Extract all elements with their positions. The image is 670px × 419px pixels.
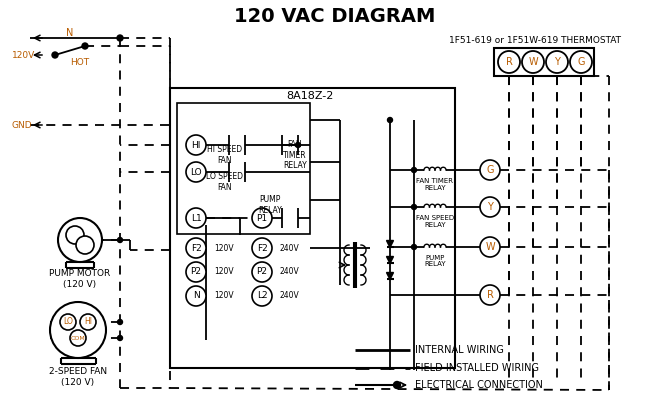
Bar [170, 88, 455, 368]
Text: LO: LO [190, 168, 202, 176]
Circle shape [570, 51, 592, 73]
Circle shape [52, 52, 58, 58]
Text: L1: L1 [191, 214, 202, 222]
Text: Y: Y [554, 57, 560, 67]
Text: 240V: 240V [280, 243, 299, 253]
Text: (120 V): (120 V) [64, 279, 96, 289]
Text: L2: L2 [257, 292, 267, 300]
Text: HOT: HOT [70, 57, 90, 67]
Circle shape [70, 330, 86, 346]
Circle shape [117, 320, 123, 324]
Circle shape [76, 236, 94, 254]
Text: 8A18Z-2: 8A18Z-2 [286, 91, 334, 101]
Circle shape [522, 51, 544, 73]
Text: FAN TIMER
RELAY: FAN TIMER RELAY [417, 178, 454, 191]
Text: INTERNAL WIRING: INTERNAL WIRING [415, 345, 504, 355]
Circle shape [480, 197, 500, 217]
Circle shape [60, 314, 76, 330]
Circle shape [186, 262, 206, 282]
Text: 120V: 120V [214, 243, 234, 253]
Polygon shape [387, 272, 393, 279]
Text: F2: F2 [257, 243, 267, 253]
Text: P2: P2 [190, 267, 202, 277]
Text: LO SPEED
FAN: LO SPEED FAN [206, 172, 243, 192]
Text: N: N [193, 292, 200, 300]
Text: W: W [485, 242, 495, 252]
Text: P1: P1 [257, 214, 267, 222]
Text: W: W [528, 57, 538, 67]
Circle shape [50, 302, 106, 358]
Text: P2: P2 [257, 267, 267, 277]
Text: FAN
TIMER
RELAY: FAN TIMER RELAY [283, 140, 307, 170]
Text: GND: GND [12, 121, 33, 129]
Text: HI SPEED
FAN: HI SPEED FAN [208, 145, 243, 165]
Text: 120V: 120V [12, 51, 36, 59]
Circle shape [411, 245, 417, 249]
Text: 240V: 240V [280, 267, 299, 277]
Circle shape [411, 204, 417, 210]
Circle shape [480, 160, 500, 180]
Polygon shape [387, 256, 393, 264]
Circle shape [252, 238, 272, 258]
Text: (120 V): (120 V) [62, 378, 94, 386]
Text: R: R [486, 290, 493, 300]
Circle shape [66, 226, 84, 244]
Circle shape [252, 208, 272, 228]
Circle shape [387, 117, 393, 122]
Circle shape [546, 51, 568, 73]
Text: 240V: 240V [280, 292, 299, 300]
Circle shape [480, 285, 500, 305]
Text: R: R [506, 57, 513, 67]
Text: ELECTRICAL CONNECTION: ELECTRICAL CONNECTION [415, 380, 543, 390]
Circle shape [58, 218, 102, 262]
Text: N: N [66, 28, 74, 38]
Text: PUMP MOTOR: PUMP MOTOR [50, 269, 111, 279]
Circle shape [186, 135, 206, 155]
Text: PUMP
RELAY: PUMP RELAY [424, 254, 446, 267]
Circle shape [186, 286, 206, 306]
Text: 120V: 120V [214, 267, 234, 277]
Circle shape [411, 168, 417, 173]
Text: 120 VAC DIAGRAM: 120 VAC DIAGRAM [234, 7, 436, 26]
Text: COM: COM [70, 336, 85, 341]
Text: LO: LO [63, 318, 73, 326]
Text: HI: HI [84, 318, 92, 326]
Circle shape [186, 238, 206, 258]
Text: FIELD INSTALLED WIRING: FIELD INSTALLED WIRING [415, 363, 539, 373]
Circle shape [295, 142, 301, 147]
Text: PUMP
RELAY: PUMP RELAY [258, 195, 282, 215]
Text: 1F51-619 or 1F51W-619 THERMOSTAT: 1F51-619 or 1F51W-619 THERMOSTAT [449, 36, 621, 44]
Circle shape [117, 336, 123, 341]
Circle shape [82, 43, 88, 49]
Text: HI: HI [192, 140, 201, 150]
Circle shape [186, 162, 206, 182]
Text: G: G [578, 57, 585, 67]
Circle shape [393, 382, 401, 388]
Text: 2-SPEED FAN: 2-SPEED FAN [49, 367, 107, 377]
Circle shape [80, 314, 96, 330]
Text: G: G [486, 165, 494, 175]
Circle shape [186, 208, 206, 228]
Text: 120V: 120V [214, 292, 234, 300]
Bar [494, 48, 594, 76]
Circle shape [117, 35, 123, 41]
Circle shape [252, 262, 272, 282]
Circle shape [480, 237, 500, 257]
Circle shape [498, 51, 520, 73]
Bar [177, 103, 310, 234]
Circle shape [117, 238, 123, 243]
Text: FAN SPEED
RELAY: FAN SPEED RELAY [416, 215, 454, 228]
Polygon shape [387, 241, 393, 248]
Circle shape [252, 286, 272, 306]
Text: F2: F2 [191, 243, 202, 253]
Text: Y: Y [487, 202, 493, 212]
